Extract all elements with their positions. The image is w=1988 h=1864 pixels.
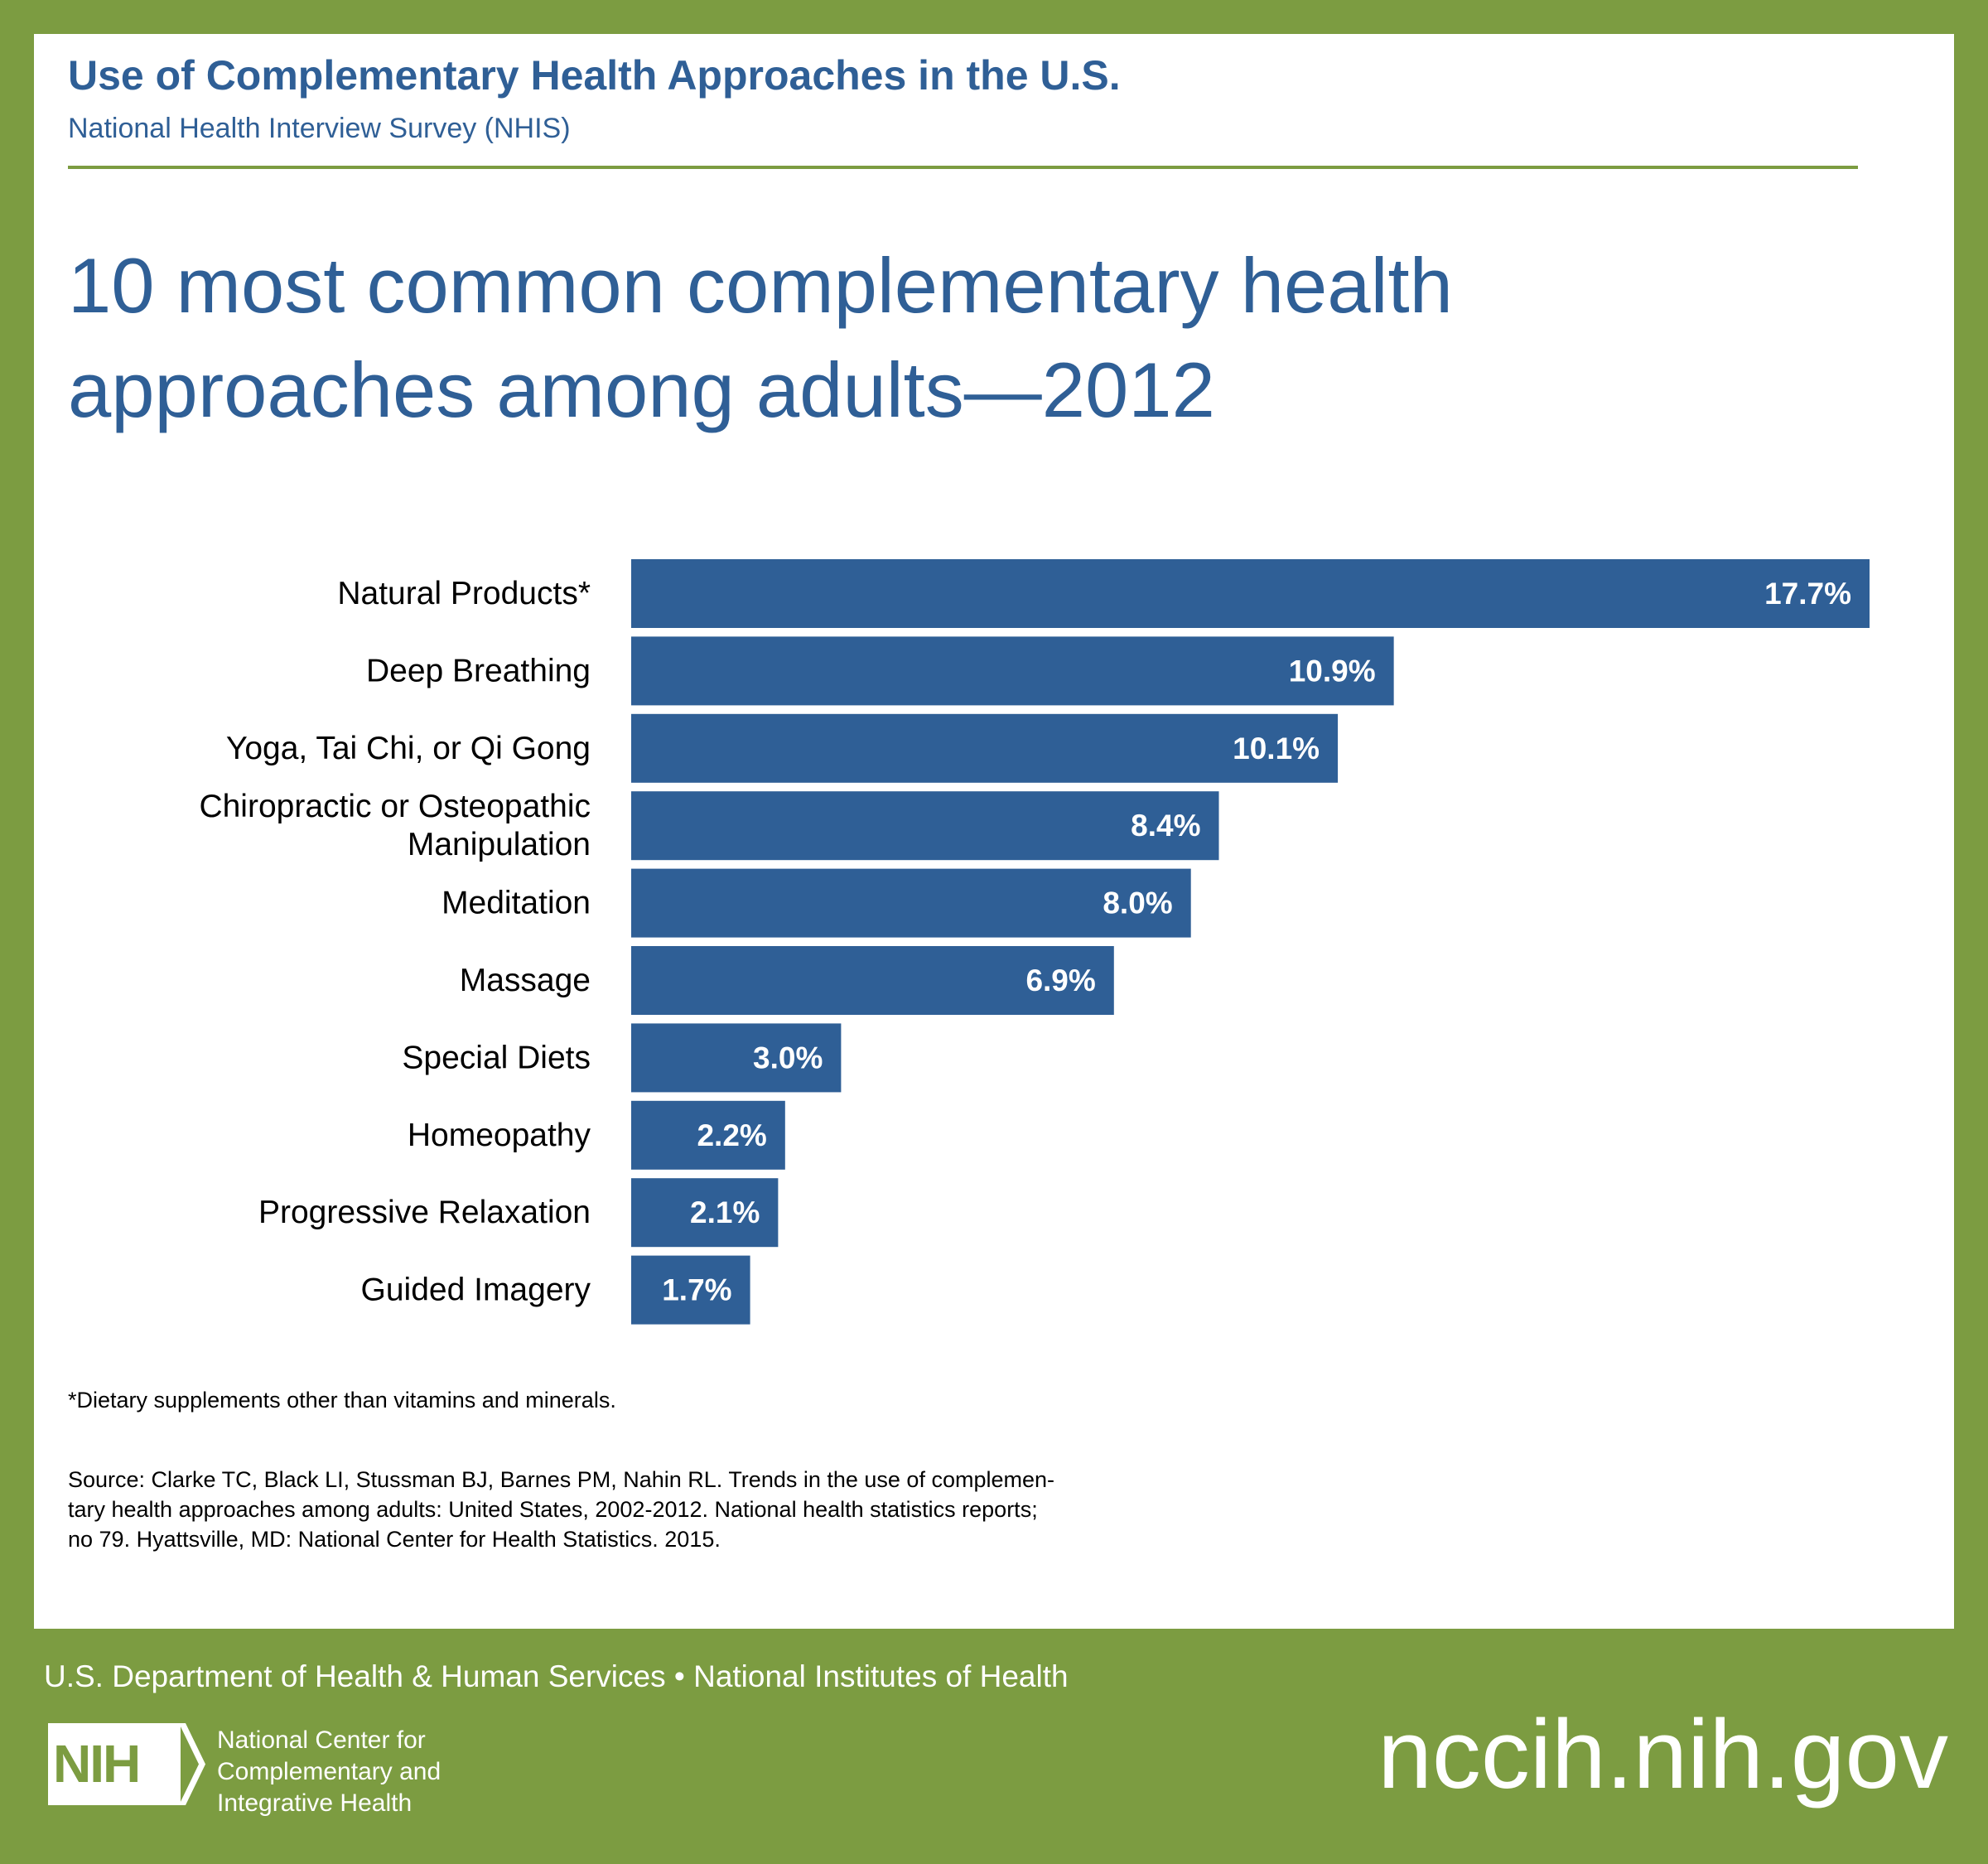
bar-value-label-6: 3.0%	[753, 1041, 823, 1074]
bar-value-label-0: 17.7%	[1764, 577, 1851, 611]
category-label-9: Guided Imagery	[361, 1272, 591, 1308]
header-title: Use of Complementary Health Approaches i…	[68, 52, 1121, 99]
bar-3	[631, 791, 1219, 861]
source-line-1: Source: Clarke TC, Black LI, Stussman BJ…	[68, 1467, 1055, 1492]
bar-value-label-5: 6.9%	[1025, 963, 1095, 997]
center-name-line-3: Integrative Health	[217, 1789, 413, 1817]
category-label-7: Homeopathy	[408, 1118, 591, 1153]
bar-value-label-9: 1.7%	[662, 1273, 731, 1307]
bar-value-label-7: 2.2%	[697, 1118, 766, 1152]
bar-chart: 17.7% Natural Products* 10.9% Deep Breathin…	[199, 559, 1870, 1325]
header-subtitle: National Health Interview Survey (NHIS)	[68, 113, 571, 144]
category-label-4: Meditation	[442, 886, 591, 921]
center-name-line-2: Complementary and	[217, 1758, 442, 1785]
category-label-0: Natural Products*	[337, 576, 591, 611]
nih-logo-block	[48, 1723, 181, 1805]
bar-value-label-2: 10.1%	[1233, 732, 1320, 765]
bar-1	[631, 636, 1394, 706]
bar-value-label-8: 2.1%	[690, 1195, 760, 1229]
source-citation: Source: Clarke TC, Black LI, Stussman BJ…	[68, 1465, 1261, 1554]
footnote: *Dietary supplements other than vitamins…	[68, 1388, 616, 1412]
nih-logo-chevron-icon	[179, 1723, 205, 1805]
bar-4	[631, 868, 1191, 938]
source-line-3: no 79. Hyattsville, MD: National Center …	[68, 1527, 721, 1552]
chart-heading-line-2: approaches among adults—2012	[68, 346, 1215, 433]
bar-value-label-1: 10.9%	[1289, 654, 1376, 688]
category-label-5: Massage	[460, 963, 591, 998]
category-label-6: Special Diets	[402, 1040, 591, 1075]
bar-7	[631, 1100, 785, 1170]
bar-9	[631, 1255, 750, 1325]
header-divider	[68, 166, 1858, 169]
bar-0	[631, 559, 1870, 628]
nih-logo-text: NIH	[53, 1734, 141, 1794]
category-label-2: Yoga, Tai Chi, or Qi Gong	[226, 731, 591, 766]
center-name: National Center for Complementary and In…	[217, 1725, 441, 1819]
category-label-1: Deep Breathing	[366, 653, 591, 688]
source-line-2: tary health approaches among adults: Uni…	[68, 1497, 1038, 1522]
chart-heading: 10 most common complementary health appr…	[68, 234, 1890, 442]
bar-2	[631, 713, 1339, 783]
bar-value-label-3: 8.4%	[1131, 809, 1200, 843]
category-label-3-line-1: Chiropractic or Osteopathic	[199, 789, 591, 824]
category-label-8: Progressive Relaxation	[258, 1195, 591, 1230]
site-url-link[interactable]: nccih.nih.gov	[1378, 1700, 1948, 1809]
bar-value-label-4: 8.0%	[1103, 886, 1172, 920]
category-label-3-line-2: Manipulation	[408, 827, 591, 862]
bar-5	[631, 946, 1114, 1015]
chart-heading-line-1: 10 most common complementary health	[68, 242, 1453, 329]
bar-6	[631, 1023, 842, 1093]
bar-8	[631, 1178, 779, 1248]
center-name-line-1: National Center for	[217, 1726, 426, 1754]
department-line: U.S. Department of Health & Human Servic…	[44, 1659, 1069, 1693]
